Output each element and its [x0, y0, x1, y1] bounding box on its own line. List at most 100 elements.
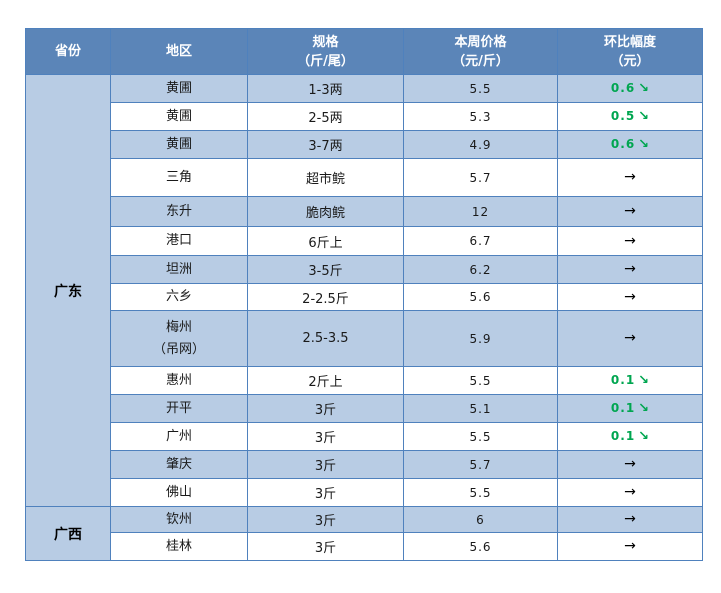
- region-name: 六乡: [165, 289, 192, 304]
- region-cell: 黄圃: [110, 74, 248, 103]
- change-cell: 0.6 ↘: [557, 130, 703, 159]
- price-cell: 5.5: [403, 74, 558, 103]
- spec-cell: 脆肉鲩: [247, 196, 404, 227]
- table-row: 桂林 3斤 5.6 →: [26, 532, 703, 561]
- header-label: 省份: [54, 44, 81, 59]
- region-name: 东升: [165, 203, 192, 219]
- region-name: 港口: [165, 233, 192, 248]
- table-row: 肇庆 3斤 5.7 →: [26, 450, 703, 479]
- change-cell: →: [557, 196, 703, 227]
- region-cell: 佛山: [110, 478, 248, 507]
- spec-cell: 3斤: [247, 532, 404, 561]
- column-header-price: 本周价格 （元/斤）: [403, 28, 558, 75]
- price-cell: 5.5: [403, 422, 558, 451]
- down-arrow-icon: ↘: [638, 109, 650, 124]
- spec-cell: 3斤: [247, 450, 404, 479]
- header-row: 省份 地区 规格 （斤/尾） 本周价格 （元/斤） 环比幅度 （元）: [25, 28, 703, 75]
- price-cell: 5.6: [403, 532, 558, 561]
- table-row: 广西 钦州 3斤 6 →: [25, 506, 703, 561]
- table-row: 广东 黄圃 1-3两 5.5 0.6 ↘: [25, 74, 703, 507]
- change-cell: 0.5 ↘: [557, 102, 703, 131]
- change-value: 0.5: [610, 109, 636, 123]
- spec-cell: 3斤: [247, 478, 404, 507]
- header-label: 地区: [165, 44, 192, 59]
- spec-cell: 3-5斤: [247, 255, 404, 284]
- price-cell: 5.7: [403, 158, 558, 197]
- down-arrow-icon: ↘: [638, 137, 650, 152]
- region-name: 惠州: [165, 372, 192, 388]
- region-cell: 肇庆: [110, 450, 248, 479]
- change-cell: →: [557, 283, 703, 311]
- spec-cell: 3-7两: [247, 130, 404, 159]
- spec-cell: 3斤: [247, 422, 404, 451]
- region-name: 肇庆: [165, 456, 192, 472]
- region-cell: 六乡: [110, 283, 248, 311]
- price-cell: 4.9: [403, 130, 558, 159]
- region-cell: 东升: [110, 196, 248, 227]
- region-cell: 三角: [110, 158, 248, 197]
- region-cell: 惠州: [110, 366, 248, 395]
- region-cell: 开平: [110, 394, 248, 423]
- column-header-region: 地区: [110, 28, 248, 75]
- table-row: 开平 3斤 5.1 0.1 ↘: [26, 394, 703, 423]
- region-name: 佛山: [165, 484, 192, 500]
- region-name: 桂林: [165, 538, 192, 554]
- flat-arrow-icon: →: [624, 538, 636, 554]
- table-row: 港口 6斤上 6.7 →: [26, 226, 703, 256]
- change-value: 0.1: [610, 429, 636, 443]
- flat-arrow-icon: →: [624, 484, 636, 500]
- column-header-spec: 规格 （斤/尾）: [247, 28, 404, 75]
- header-label: 规格: [312, 34, 339, 50]
- down-arrow-icon: ↘: [638, 81, 650, 96]
- header-label: 本周价格: [454, 34, 507, 50]
- price-cell: 5.5: [403, 366, 558, 395]
- region-name: 黄圃: [165, 80, 192, 96]
- fish-price-table: 省份 地区 规格 （斤/尾） 本周价格 （元/斤） 环比幅度 （元）: [25, 28, 703, 561]
- table-row: 六乡 2-2.5斤 5.6 →: [26, 283, 703, 311]
- spec-cell: 2.5-3.5: [247, 310, 404, 367]
- table-row: 东升 脆肉鲩 12 →: [26, 196, 703, 227]
- spec-cell: 2-2.5斤: [247, 283, 404, 311]
- spec-cell: 2-5两: [247, 102, 404, 131]
- table-row: 黄圃 2-5两 5.3 0.5 ↘: [26, 102, 703, 131]
- flat-arrow-icon: →: [624, 203, 636, 219]
- flat-arrow-icon: →: [624, 261, 636, 277]
- region-name: 坦洲: [165, 261, 192, 277]
- header-label: 环比幅度: [603, 34, 656, 50]
- spec-cell: 3斤: [247, 394, 404, 423]
- change-cell: →: [557, 478, 703, 507]
- change-cell: →: [557, 532, 703, 561]
- price-cell: 5.6: [403, 283, 558, 311]
- region-name: 钦州: [165, 511, 192, 527]
- header-unit: （元）: [610, 53, 650, 69]
- spec-cell: 2斤上: [247, 366, 404, 395]
- region-name: 黄圃: [165, 108, 192, 124]
- change-value: 0.6: [610, 81, 636, 95]
- price-cell: 5.7: [403, 450, 558, 479]
- region-name: 三角: [165, 169, 192, 185]
- table-body: 广东 黄圃 1-3两 5.5 0.6 ↘ 黄圃 2-5两 5.3 0.5 ↘ 黄圃 3-7两 4.9 0.6…: [25, 74, 703, 561]
- change-cell: →: [557, 450, 703, 479]
- change-cell: →: [557, 310, 703, 367]
- spec-cell: 6斤上: [247, 226, 404, 256]
- price-cell: 5.5: [403, 478, 558, 507]
- table-row: 惠州 2斤上 5.5 0.1 ↘: [26, 366, 703, 395]
- table-row: 黄圃 3-7两 4.9 0.6 ↘: [26, 130, 703, 159]
- region-cell: 桂林: [110, 532, 248, 561]
- province-cell: 广西: [25, 506, 111, 561]
- down-arrow-icon: ↘: [638, 401, 650, 416]
- change-cell: 0.6 ↘: [557, 74, 703, 103]
- table-row: 广州 3斤 5.5 0.1 ↘: [26, 422, 703, 451]
- change-value: 0.1: [610, 373, 636, 387]
- price-cell: 5.9: [403, 310, 558, 367]
- flat-arrow-icon: →: [624, 456, 636, 472]
- column-header-change: 环比幅度 （元）: [557, 28, 703, 75]
- change-value: 0.6: [610, 137, 636, 151]
- region-name: 广州: [165, 428, 192, 444]
- change-cell: 0.1 ↘: [557, 394, 703, 423]
- column-header-province: 省份: [25, 28, 111, 75]
- table-header: 省份 地区 规格 （斤/尾） 本周价格 （元/斤） 环比幅度 （元）: [25, 28, 703, 75]
- change-cell: →: [557, 158, 703, 197]
- down-arrow-icon: ↘: [638, 429, 650, 444]
- change-cell: →: [557, 506, 703, 533]
